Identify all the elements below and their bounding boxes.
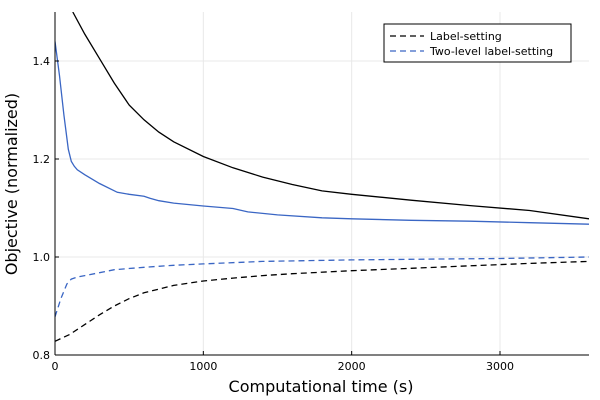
y-tick-label: 0.8	[33, 349, 51, 362]
y-tick-label: 1.4	[33, 55, 51, 68]
x-tick-label: 0	[52, 360, 59, 373]
series-line-two-level-label-setting-upper	[55, 41, 589, 225]
x-tick-label: 1000	[189, 360, 217, 373]
legend-box	[383, 23, 572, 63]
y-tick-label: 1.0	[33, 251, 51, 264]
series-line-label-setting-lower	[55, 260, 589, 342]
y-axis-title: Objective (normalized)	[2, 93, 21, 275]
y-tick-label: 1.2	[33, 153, 51, 166]
series-line-two-level-label-setting-lower	[55, 256, 589, 318]
axes	[54, 12, 589, 356]
legend-label: Label-setting	[430, 30, 502, 43]
series-line-label-setting-upper	[72, 12, 589, 220]
legend: Label-setting Two-level label-setting	[383, 23, 572, 63]
x-axis-title: Computational time (s)	[229, 377, 414, 396]
series-group	[55, 12, 589, 342]
x-tick-label: 3000	[486, 360, 514, 373]
tick-labels: 0 1000 2000 3000 0.8 1.0 1.2 1.4	[33, 55, 515, 373]
grid	[54, 12, 589, 356]
x-tick-label: 2000	[338, 360, 366, 373]
legend-label: Two-level label-setting	[429, 45, 553, 58]
